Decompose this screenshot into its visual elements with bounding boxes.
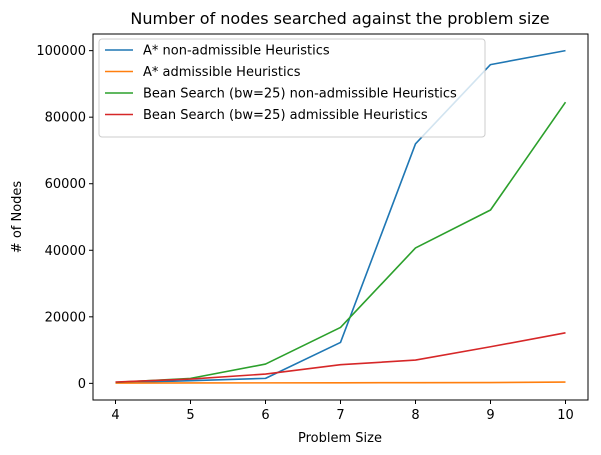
x-tick-label: 4 (111, 408, 119, 423)
series-lines (115, 49, 567, 384)
legend-box (98, 38, 486, 138)
legend-label: A* non-admissible Heuristics (143, 44, 330, 59)
y-tick-label: 40000 (45, 244, 86, 259)
series-line (115, 49, 566, 384)
y-tick-label: 80000 (45, 111, 86, 126)
series-line (115, 381, 566, 384)
y-tick-label: 100000 (36, 44, 86, 59)
x-tick-label: 5 (186, 408, 194, 423)
x-tick-label: 10 (557, 408, 574, 423)
y-tick-label: 60000 (45, 177, 86, 192)
x-tick-label: 6 (261, 408, 269, 423)
axis-ticks: 4 5 6 7 8 9 10 0 20000 40000 60000 80000 100000 (36, 44, 573, 423)
legend-label: A* admissible Heuristics (143, 65, 301, 80)
y-axis-label: # of Nodes (10, 181, 25, 254)
legend-label: Bean Search (bw=25) admissible Heuristic… (143, 108, 428, 123)
x-axis-label: Problem Size (298, 431, 382, 446)
x-tick-label: 8 (411, 408, 419, 423)
chart-title: Number of nodes searched against the pro… (130, 9, 549, 28)
legend: A* non-admissible Heuristics A* admissibl… (98, 38, 486, 138)
legend-label: Bean Search (bw=25) non-admissible Heuri… (143, 87, 457, 102)
y-tick-label: 20000 (45, 310, 86, 325)
plot-frame (92, 33, 589, 401)
series-line (115, 332, 566, 383)
y-tick-label: 0 (78, 377, 86, 392)
x-tick-label: 7 (336, 408, 344, 423)
x-tick-label: 9 (486, 408, 494, 423)
